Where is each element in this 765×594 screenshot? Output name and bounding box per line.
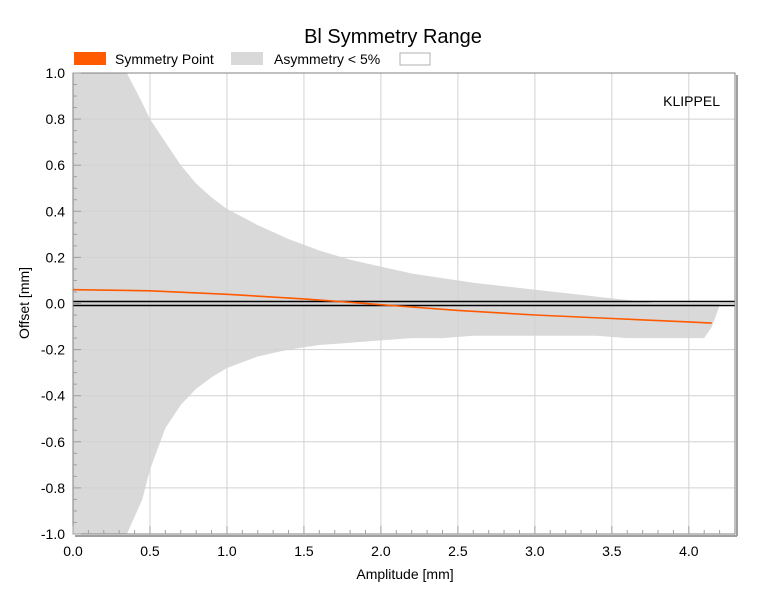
- x-axis-label: Amplitude [mm]: [356, 566, 453, 582]
- y-axis: 1.0 0.8 0.6 0.4 0.2 0.0 -0.2 -0.4 -0.6 -0.8 -1.0: [41, 65, 81, 542]
- y-tick-label: -0.4: [41, 388, 65, 404]
- x-tick-label: 1.0: [217, 543, 237, 559]
- x-tick-label: 3.0: [525, 543, 545, 559]
- y-tick-label: 0.6: [46, 157, 66, 173]
- y-tick-label: 1.0: [46, 65, 66, 81]
- watermark: KLIPPEL: [663, 93, 720, 109]
- grid-layer: [73, 73, 735, 534]
- legend-label: Symmetry Point: [115, 51, 214, 67]
- symmetry-point-line: [72, 288, 712, 324]
- y-tick-label: 0.0: [46, 296, 66, 312]
- plot-area: [72, 72, 738, 537]
- y-axis-label: Offset [mm]: [16, 267, 32, 339]
- x-tick-label: 3.5: [602, 543, 622, 559]
- x-tick-label: 2.5: [448, 543, 468, 559]
- x-tick-label: 0.5: [140, 543, 160, 559]
- chart-title: Bl Symmetry Range: [304, 26, 482, 48]
- x-tick-label: 0.0: [63, 543, 83, 559]
- y-tick-label: -0.6: [41, 434, 65, 450]
- y-tick-label: -1.0: [41, 526, 65, 542]
- y-tick-label: 0.8: [46, 111, 66, 127]
- legend-swatch-symmetry-point: [74, 52, 106, 65]
- x-axis: 0.0 0.5 1.0 1.5 2.0 2.5 3.0 3.5 4.0: [63, 526, 721, 559]
- legend-label: Asymmetry < 5%: [274, 51, 380, 67]
- x-tick-label: 4.0: [679, 543, 699, 559]
- legend-swatch-asymmetry: [231, 52, 263, 65]
- x-tick-label: 1.5: [294, 543, 314, 559]
- y-tick-label: 0.2: [46, 249, 66, 265]
- y-tick-label: 0.4: [46, 203, 66, 219]
- y-tick-label: -0.8: [41, 480, 65, 496]
- y-tick-label: -0.2: [41, 342, 65, 358]
- line-layer: [72, 288, 735, 324]
- legend: Symmetry Point Asymmetry < 5%: [74, 51, 431, 67]
- legend-swatch-outlined: [399, 52, 431, 66]
- x-tick-label: 2.0: [371, 543, 391, 559]
